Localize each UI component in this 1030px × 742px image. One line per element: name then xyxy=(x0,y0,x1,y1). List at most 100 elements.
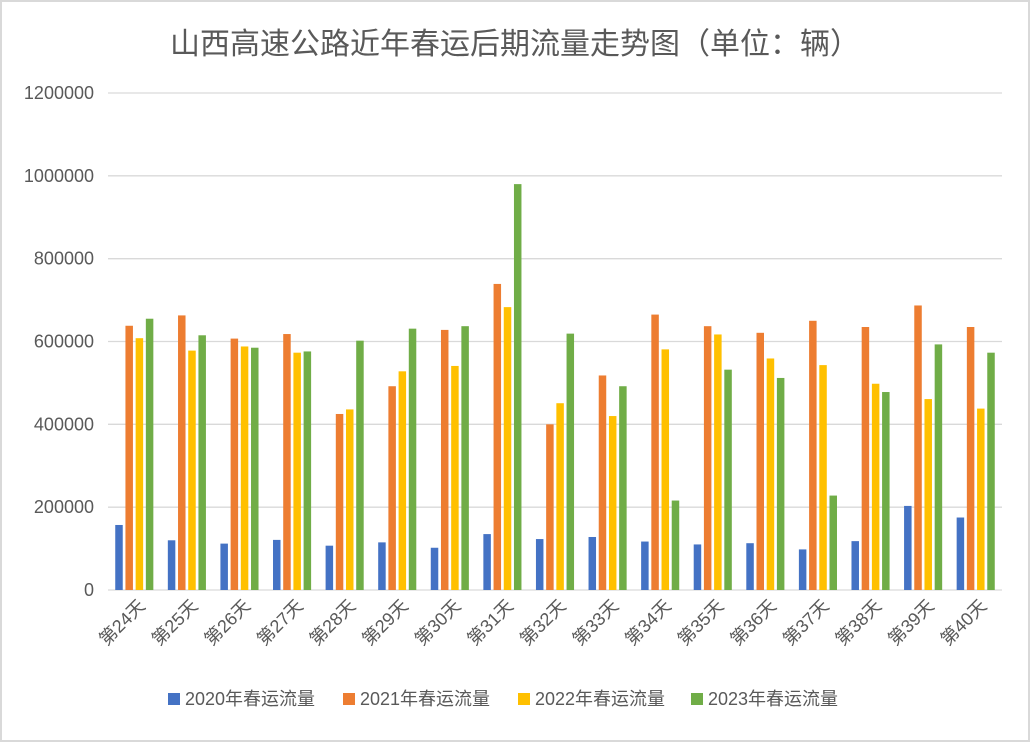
bar-2021年春运流量-第32天 xyxy=(546,424,554,590)
legend-swatch xyxy=(168,693,180,705)
x-tick-label: 第40天 xyxy=(937,596,991,650)
bar-2022年春运流量-第40天 xyxy=(977,408,985,590)
x-tick-label: 第25天 xyxy=(148,596,202,650)
x-tick-label: 第35天 xyxy=(674,596,728,650)
bar-2021年春运流量-第38天 xyxy=(861,327,870,590)
bar-2022年春运流量-第30天 xyxy=(451,365,459,590)
bar-2023年春运流量-第29天 xyxy=(408,328,417,590)
bar-2021年春运流量-第30天 xyxy=(440,329,449,590)
bar-2020年春运流量-第28天 xyxy=(325,545,334,590)
y-tick-label: 800000 xyxy=(34,249,94,269)
y-tick-label: 200000 xyxy=(34,497,94,517)
y-tick-label: 600000 xyxy=(34,332,94,352)
bar-2023年春运流量-第36天 xyxy=(776,377,785,590)
legend-swatch xyxy=(343,693,355,705)
bar-2022年春运流量-第38天 xyxy=(871,383,880,590)
bar-2023年春运流量-第32天 xyxy=(566,333,575,590)
bar-2020年春运流量-第29天 xyxy=(378,542,386,590)
bar-2023年春运流量-第37天 xyxy=(829,495,837,590)
y-tick-label: 0 xyxy=(84,580,94,600)
bar-2021年春运流量-第29天 xyxy=(388,386,396,590)
y-tick-label: 1200000 xyxy=(24,83,94,103)
bar-2022年春运流量-第34天 xyxy=(661,349,670,590)
x-axis-ticks: 第24天第25天第26天第27天第28天第29天第30天第31天第32天第33天… xyxy=(95,596,990,650)
legend: 2020年春运流量 2021年春运流量 2022年春运流量 2023年春运流量 xyxy=(168,689,838,709)
bar-2021年春运流量-第39天 xyxy=(914,305,922,590)
bar-2021年春运流量-第40天 xyxy=(966,327,975,590)
bar-2022年春运流量-第39天 xyxy=(924,399,932,590)
x-tick-label: 第29天 xyxy=(358,596,412,650)
legend-label: 2020年春运流量 xyxy=(185,689,315,709)
bar-2021年春运流量-第35天 xyxy=(703,326,712,590)
y-tick-label: 1000000 xyxy=(24,166,94,186)
bar-2020年春运流量-第36天 xyxy=(746,543,754,590)
x-tick-label: 第33天 xyxy=(569,596,623,650)
bar-2021年春运流量-第33天 xyxy=(598,375,607,590)
bar-2023年春运流量-第30天 xyxy=(461,326,469,590)
bar-2023年春运流量-第31天 xyxy=(513,184,522,590)
bar-2021年春运流量-第24天 xyxy=(125,325,133,590)
bar-2022年春运流量-第26天 xyxy=(240,346,249,590)
bar-2021年春运流量-第25天 xyxy=(178,315,186,590)
bar-2022年春运流量-第25天 xyxy=(188,350,196,590)
bar-2022年春运流量-第27天 xyxy=(293,352,301,590)
bar-2022年春运流量-第35天 xyxy=(714,334,722,590)
bar-2022年春运流量-第31天 xyxy=(503,307,512,590)
bar-2020年春运流量-第35天 xyxy=(693,544,702,590)
x-tick-label: 第39天 xyxy=(884,596,938,650)
bar-2023年春运流量-第24天 xyxy=(145,318,154,590)
y-tick-label: 400000 xyxy=(34,414,94,434)
bars xyxy=(115,184,995,590)
bar-2021年春运流量-第36天 xyxy=(756,332,764,590)
bar-2022年春运流量-第32天 xyxy=(556,403,564,590)
x-tick-label: 第26天 xyxy=(201,596,255,650)
bar-2023年春运流量-第27天 xyxy=(303,351,312,590)
bar-2020年春运流量-第25天 xyxy=(167,540,176,590)
legend-label: 2022年春运流量 xyxy=(535,689,665,709)
x-tick-label: 第37天 xyxy=(779,596,833,650)
bar-2023年春运流量-第35天 xyxy=(724,369,732,590)
bar-2023年春运流量-第39天 xyxy=(934,344,943,590)
x-tick-label: 第30天 xyxy=(411,596,465,650)
bar-2020年春运流量-第32天 xyxy=(535,539,544,590)
bar-2022年春运流量-第29天 xyxy=(398,371,407,590)
bar-2022年春运流量-第28天 xyxy=(346,409,354,590)
bar-2021年春运流量-第27天 xyxy=(283,334,291,590)
x-tick-label: 第34天 xyxy=(621,596,675,650)
x-tick-label: 第38天 xyxy=(832,596,886,650)
chart-title: 山西高速公路近年春运后期流量走势图（单位：辆） xyxy=(170,27,860,62)
y-axis-ticks: 0 200000 400000 600000 800000 1000000 1200000 xyxy=(24,83,94,600)
bar-2023年春运流量-第33天 xyxy=(619,386,627,590)
x-tick-label: 第32天 xyxy=(516,596,570,650)
x-tick-label: 第36天 xyxy=(726,596,780,650)
x-tick-label: 第27天 xyxy=(253,596,307,650)
bar-2020年春运流量-第31天 xyxy=(483,534,491,590)
bar-2022年春运流量-第24天 xyxy=(135,338,144,590)
legend-swatch xyxy=(691,693,703,705)
bar-2020年春运流量-第24天 xyxy=(115,524,123,590)
bar-2020年春运流量-第40天 xyxy=(956,517,965,590)
bar-2020年春运流量-第38天 xyxy=(851,541,859,590)
bar-2020年春运流量-第39天 xyxy=(904,505,912,590)
bar-2023年春运流量-第26天 xyxy=(251,347,259,590)
bar-2021年春运流量-第37天 xyxy=(809,320,817,590)
x-tick-label: 第24天 xyxy=(95,596,149,650)
bar-2021年春运流量-第28天 xyxy=(335,413,344,590)
bar-2021年春运流量-第34天 xyxy=(651,314,659,590)
bar-2020年春运流量-第30天 xyxy=(430,547,439,590)
bar-2023年春运流量-第25天 xyxy=(198,335,206,590)
bar-2020年春运流量-第26天 xyxy=(220,543,228,590)
bar-2021年春运流量-第26天 xyxy=(230,338,239,590)
bar-2022年春运流量-第36天 xyxy=(766,358,775,590)
x-tick-label: 第28天 xyxy=(306,596,360,650)
bar-2022年春运流量-第37天 xyxy=(819,365,827,590)
bar-2023年春运流量-第38天 xyxy=(882,392,890,590)
bar-2021年春运流量-第31天 xyxy=(493,283,502,590)
bar-2020年春运流量-第27天 xyxy=(273,539,281,590)
legend-swatch xyxy=(518,693,530,705)
bar-2023年春运流量-第34天 xyxy=(671,500,680,590)
bar-2020年春运流量-第37天 xyxy=(798,549,807,590)
bar-2020年春运流量-第33天 xyxy=(588,536,597,590)
